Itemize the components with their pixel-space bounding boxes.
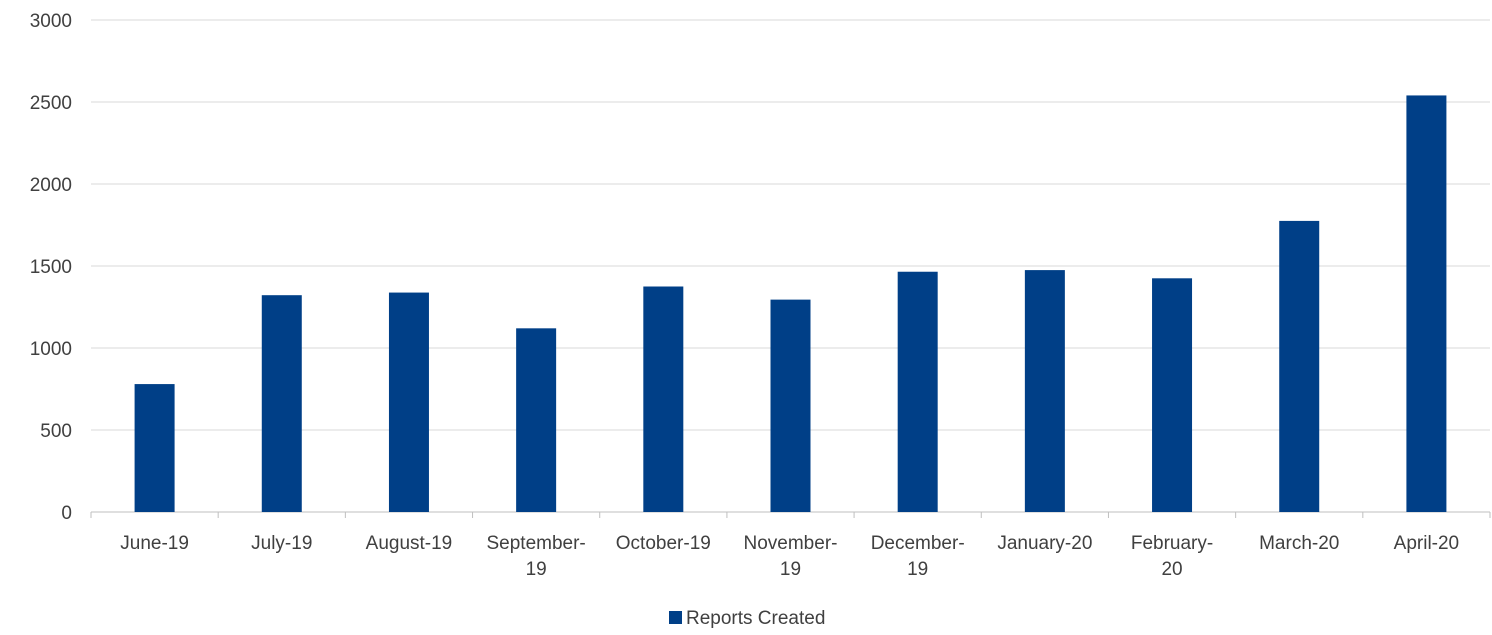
- bar-8[interactable]: [1024, 270, 1065, 512]
- x-tick-label: December-: [871, 533, 965, 554]
- x-tick-label: April-20: [1394, 533, 1459, 554]
- x-tick-label: July-19: [251, 533, 312, 554]
- bar-7[interactable]: [897, 271, 938, 512]
- bar-3[interactable]: [388, 292, 429, 512]
- x-tick-label: February-: [1131, 533, 1213, 554]
- legend-swatch: [669, 611, 682, 624]
- bar-1[interactable]: [134, 384, 175, 512]
- x-tick-label: August-19: [366, 533, 453, 554]
- y-tick-label: 500: [40, 421, 72, 442]
- bar-11[interactable]: [1406, 95, 1447, 512]
- bar-9[interactable]: [1152, 278, 1193, 512]
- y-tick-label: 3000: [30, 11, 72, 32]
- x-tick-label: March-20: [1259, 533, 1339, 554]
- bar-2[interactable]: [261, 295, 302, 512]
- x-tick-label: 19: [526, 559, 547, 580]
- y-tick-label: 2000: [30, 175, 72, 196]
- y-tick-label: 1000: [30, 339, 72, 360]
- x-tick-label: 20: [1161, 559, 1182, 580]
- x-tick-label: October-19: [616, 533, 711, 554]
- legend-label: Reports Created: [686, 608, 825, 629]
- x-tick-label: 19: [780, 559, 801, 580]
- x-tick-label: September-: [486, 533, 585, 554]
- bar-5[interactable]: [643, 286, 684, 513]
- x-tick-label: June-19: [120, 533, 189, 554]
- bar-10[interactable]: [1279, 220, 1320, 512]
- x-tick-label: January-20: [997, 533, 1092, 554]
- bar-4[interactable]: [516, 328, 557, 512]
- bar-6[interactable]: [770, 299, 811, 512]
- y-tick-label: 1500: [30, 257, 72, 278]
- y-tick-label: 2500: [30, 93, 72, 114]
- x-tick-label: November-: [744, 533, 838, 554]
- x-tick-label: 19: [907, 559, 928, 580]
- y-tick-label: 0: [61, 503, 72, 524]
